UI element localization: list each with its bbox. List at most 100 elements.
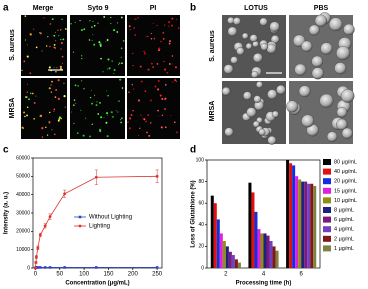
cell-dot xyxy=(60,117,63,120)
cell xyxy=(258,128,266,136)
x-tick-label: 0 xyxy=(34,272,38,278)
legend-label: 10 μg/mL xyxy=(334,198,357,204)
cell xyxy=(334,62,347,75)
cell-dot xyxy=(55,40,57,42)
cell-dot xyxy=(158,49,160,52)
cell-dot xyxy=(33,118,35,120)
cell-dot xyxy=(55,31,56,33)
y-tick-label: 20000 xyxy=(16,229,30,235)
micrograph xyxy=(127,78,180,139)
cell-dot xyxy=(152,66,154,69)
bar xyxy=(210,195,214,268)
x-tick-label: 250 xyxy=(152,272,163,278)
cell xyxy=(246,107,257,118)
cell-dot xyxy=(49,45,51,48)
cell xyxy=(232,17,241,26)
cell-dot xyxy=(116,31,119,33)
legend-label: 8 μg/mL xyxy=(334,207,354,213)
cell xyxy=(223,64,234,74)
cell-dot xyxy=(131,84,133,86)
cell-dot xyxy=(35,95,37,97)
cell xyxy=(340,89,355,103)
cell-dot xyxy=(152,22,154,24)
cell xyxy=(336,118,348,131)
cell xyxy=(294,63,307,76)
cell xyxy=(311,67,324,80)
cell-dot xyxy=(174,66,178,69)
marker xyxy=(48,266,52,269)
cell-dot xyxy=(100,57,102,60)
marker xyxy=(35,255,38,259)
cell-dot xyxy=(167,21,171,24)
cell-dot xyxy=(157,115,159,117)
x-tick-label: 4 xyxy=(262,272,266,278)
bar xyxy=(231,255,235,268)
marker xyxy=(36,246,40,250)
bar xyxy=(228,251,232,268)
panel-b: b LOTUS PBS S. aureus MRSA xyxy=(190,3,355,145)
cell-dot xyxy=(26,114,28,117)
cell-dot xyxy=(137,17,139,19)
cell-dot xyxy=(150,38,153,40)
cell-dot xyxy=(21,69,23,71)
x-tick-label: 200 xyxy=(128,272,139,278)
bar xyxy=(266,235,270,268)
column-header: Merge xyxy=(33,5,54,12)
cell xyxy=(236,47,245,56)
cell xyxy=(336,46,351,61)
cell-dot xyxy=(98,128,102,131)
cell-dot xyxy=(49,111,51,114)
y-tick-label: 60 xyxy=(198,201,204,207)
marker xyxy=(36,266,40,269)
cell-dot xyxy=(110,16,112,19)
cell-dot xyxy=(24,115,26,118)
legend-label: 40 μg/mL xyxy=(334,169,357,175)
cell-dot xyxy=(120,56,122,58)
cell-dot xyxy=(29,72,32,74)
bar xyxy=(272,246,276,268)
cell-dot xyxy=(105,112,109,115)
legend-label: 1 μg/mL xyxy=(334,246,354,252)
cell xyxy=(276,84,286,95)
cell-dot xyxy=(53,67,55,69)
y-tick-label: 0 xyxy=(201,265,204,271)
bar xyxy=(219,233,223,268)
column-header: PI xyxy=(150,5,157,12)
cell-dot xyxy=(122,40,125,42)
cell-dot xyxy=(95,104,98,107)
x-tick-label: 100 xyxy=(79,272,90,278)
legend-swatch xyxy=(323,178,331,185)
cell-dot xyxy=(143,50,145,53)
cell xyxy=(251,70,259,79)
legend-label: 4 μg/mL xyxy=(334,227,354,233)
cell-dot xyxy=(138,134,140,136)
marker xyxy=(43,266,47,269)
legend-swatch xyxy=(323,235,331,242)
cell-dot xyxy=(59,65,62,68)
cell-dot xyxy=(80,109,82,111)
bar xyxy=(286,160,290,268)
cell-dot xyxy=(132,64,134,67)
panel-label: c xyxy=(3,145,9,156)
row-header: MRSA xyxy=(209,101,216,122)
cell-dot xyxy=(61,18,63,20)
y-tick-label: 30000 xyxy=(16,210,30,216)
cell-dot xyxy=(64,106,66,108)
legend-swatch xyxy=(323,197,331,204)
bar xyxy=(313,185,317,268)
cell xyxy=(336,106,348,118)
cell-dot xyxy=(157,79,160,83)
cell-dot xyxy=(60,42,63,45)
cell-dot xyxy=(89,135,91,138)
cell-dot xyxy=(97,113,100,115)
bar xyxy=(304,181,308,268)
cell-dot xyxy=(71,111,73,113)
bar xyxy=(251,192,255,268)
cell-dot xyxy=(121,87,124,89)
cell-dot xyxy=(39,32,41,34)
panel-label: a xyxy=(3,3,9,14)
cell xyxy=(319,93,334,108)
cell-dot xyxy=(91,90,93,91)
column-header: PBS xyxy=(314,5,329,12)
cell-dot xyxy=(55,71,57,73)
